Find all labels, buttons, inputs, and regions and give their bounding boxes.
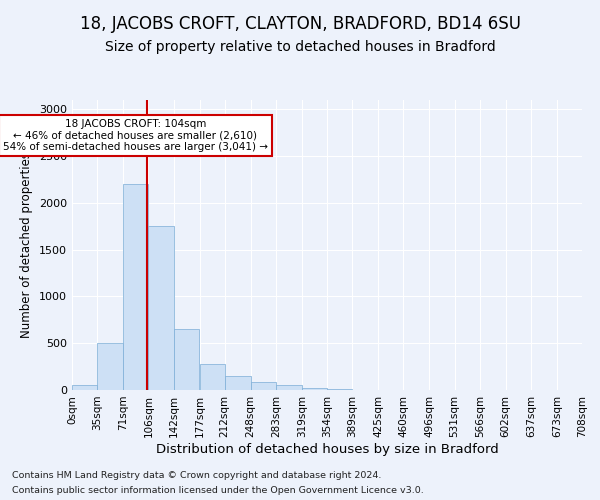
- Bar: [97, 343, 123, 390]
- Text: 18 JACOBS CROFT: 104sqm
← 46% of detached houses are smaller (2,610)
54% of semi: 18 JACOBS CROFT: 104sqm ← 46% of detache…: [3, 118, 268, 152]
- Bar: [72, 386, 97, 390]
- Y-axis label: Number of detached properties: Number of detached properties: [20, 152, 34, 338]
- Bar: [174, 329, 199, 390]
- Bar: [148, 226, 174, 390]
- Text: Size of property relative to detached houses in Bradford: Size of property relative to detached ho…: [104, 40, 496, 54]
- X-axis label: Distribution of detached houses by size in Bradford: Distribution of detached houses by size …: [155, 442, 499, 456]
- Bar: [123, 184, 148, 390]
- Bar: [199, 364, 225, 390]
- Bar: [327, 389, 352, 390]
- Text: Contains public sector information licensed under the Open Government Licence v3: Contains public sector information licen…: [12, 486, 424, 495]
- Bar: [225, 376, 251, 390]
- Bar: [251, 382, 276, 390]
- Bar: [276, 386, 302, 390]
- Text: Contains HM Land Registry data © Crown copyright and database right 2024.: Contains HM Land Registry data © Crown c…: [12, 471, 382, 480]
- Bar: [302, 388, 327, 390]
- Text: 18, JACOBS CROFT, CLAYTON, BRADFORD, BD14 6SU: 18, JACOBS CROFT, CLAYTON, BRADFORD, BD1…: [79, 15, 521, 33]
